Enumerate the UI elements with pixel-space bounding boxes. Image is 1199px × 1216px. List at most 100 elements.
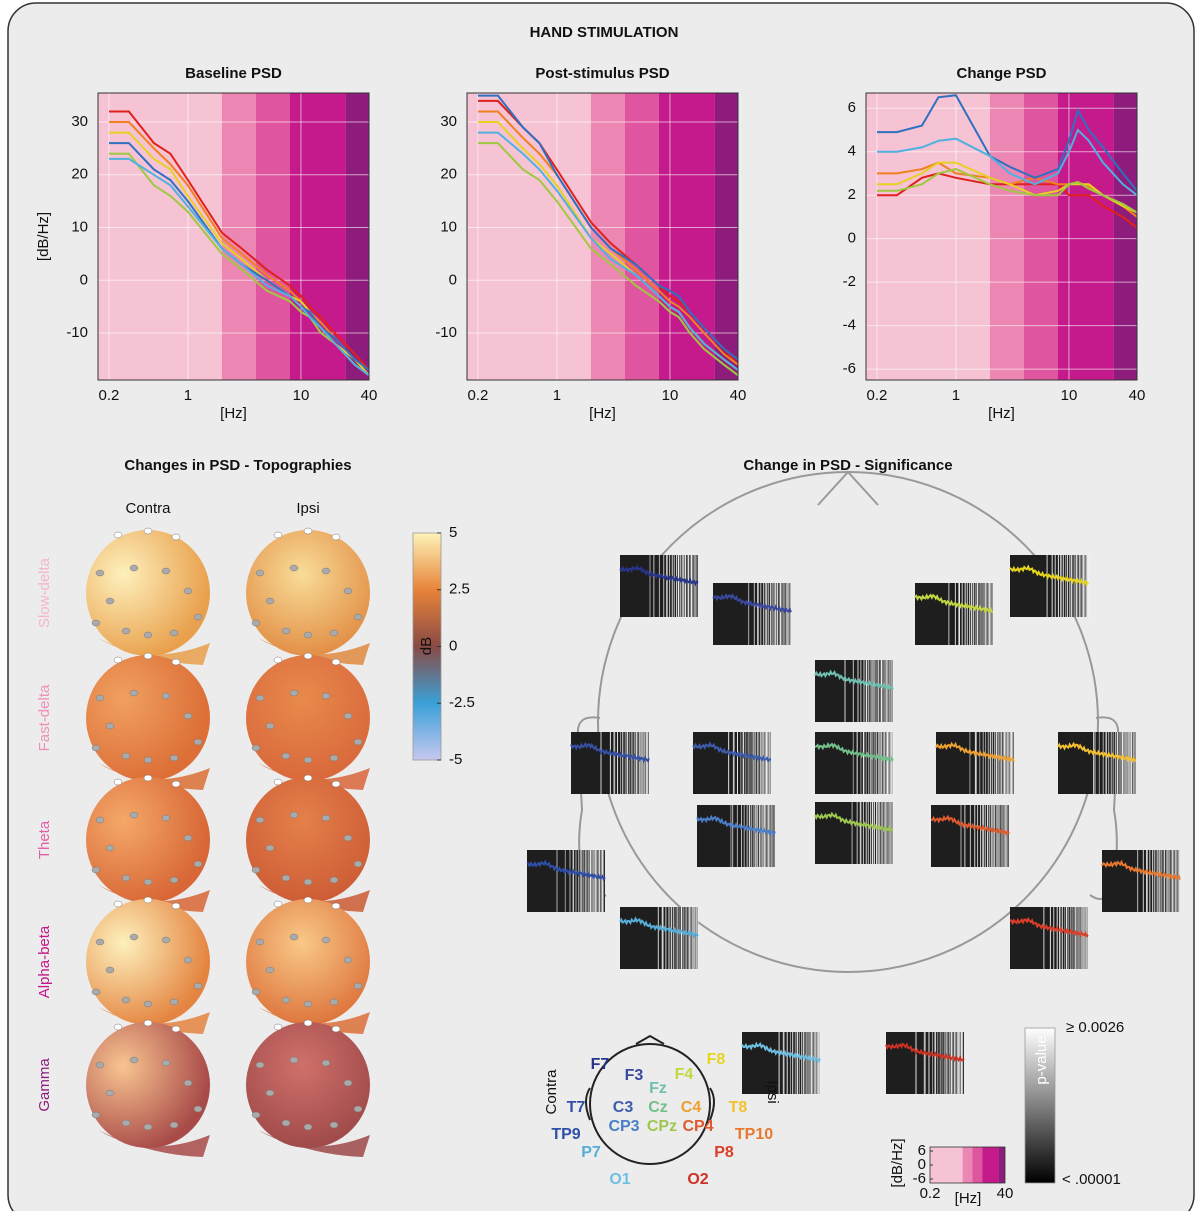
electrode bbox=[321, 814, 331, 822]
electrode bbox=[273, 778, 283, 786]
mini-trace bbox=[930, 814, 1010, 837]
x-tick-label: 0.2 bbox=[867, 387, 888, 404]
electrode bbox=[303, 878, 313, 886]
series-group bbox=[478, 94, 738, 377]
y-tick-label: -10 bbox=[435, 324, 457, 341]
neck bbox=[258, 1007, 370, 1034]
electrode bbox=[91, 1111, 101, 1119]
series-line bbox=[478, 142, 738, 377]
y-tick-label: 2 bbox=[848, 186, 856, 203]
neck bbox=[98, 638, 210, 665]
electrode bbox=[129, 689, 139, 697]
neck bbox=[98, 1130, 210, 1157]
electrode bbox=[331, 533, 341, 541]
series-line bbox=[109, 121, 369, 371]
colorbar-tick-label: 2.5 bbox=[449, 581, 470, 598]
x-axis-label: [Hz] bbox=[220, 405, 247, 422]
x-tick-label: 40 bbox=[730, 387, 747, 404]
electrode bbox=[105, 1089, 115, 1097]
legend-ear bbox=[585, 1087, 591, 1121]
electrode bbox=[193, 738, 203, 746]
electrode bbox=[161, 692, 171, 700]
chart-title: Post-stimulus PSD bbox=[535, 65, 669, 82]
channel-label: T8 bbox=[729, 1099, 748, 1116]
y-tick-label: 0 bbox=[848, 230, 856, 247]
legend-y-tick: 6 bbox=[918, 1142, 926, 1159]
electrode bbox=[129, 564, 139, 572]
mini-trace bbox=[814, 669, 894, 691]
plot-frame bbox=[97, 92, 370, 381]
electrode bbox=[143, 756, 153, 764]
y-tick-label: 20 bbox=[440, 166, 457, 183]
electrode bbox=[303, 1000, 313, 1008]
electrode bbox=[169, 1121, 179, 1129]
electrode bbox=[331, 1025, 341, 1033]
electrode bbox=[289, 1056, 299, 1064]
electrode bbox=[193, 860, 203, 868]
electrode bbox=[169, 998, 179, 1006]
x-tick-label: 0.2 bbox=[99, 387, 120, 404]
electrode bbox=[91, 988, 101, 996]
electrode bbox=[329, 1121, 339, 1129]
channel-label: T7 bbox=[567, 1099, 586, 1116]
row-label: Slow-delta bbox=[36, 557, 53, 628]
legend-y-tick: 0 bbox=[918, 1156, 926, 1173]
mini-trace bbox=[696, 814, 776, 837]
electrode bbox=[321, 567, 331, 575]
legend-band bbox=[962, 1147, 973, 1183]
electrode bbox=[143, 774, 153, 782]
band-shade bbox=[467, 93, 591, 380]
channel-label: CP4 bbox=[682, 1118, 713, 1135]
electrode bbox=[251, 1111, 261, 1119]
band-shade bbox=[1023, 93, 1059, 380]
electrode bbox=[265, 966, 275, 974]
y-tick-label: -10 bbox=[66, 324, 88, 341]
electrode bbox=[255, 569, 265, 577]
electrode bbox=[251, 988, 261, 996]
y-tick-label: -6 bbox=[843, 360, 856, 377]
electrode bbox=[353, 738, 363, 746]
electrode bbox=[121, 996, 131, 1004]
mini-trace bbox=[1101, 859, 1181, 880]
electrode bbox=[161, 1059, 171, 1067]
series-line bbox=[877, 168, 1137, 214]
y-tick-label: 20 bbox=[71, 166, 88, 183]
mini-trace bbox=[712, 593, 792, 614]
y-tick-label: 6 bbox=[848, 99, 856, 116]
electrode bbox=[331, 658, 341, 666]
electrode bbox=[255, 938, 265, 946]
electrode bbox=[303, 1123, 313, 1131]
electrode bbox=[353, 860, 363, 868]
column-label: Contra bbox=[125, 500, 171, 517]
electrode bbox=[113, 531, 123, 539]
channel-label: O1 bbox=[609, 1171, 630, 1188]
channel-label: O2 bbox=[687, 1171, 708, 1188]
electrode bbox=[353, 982, 363, 990]
electrode bbox=[329, 629, 339, 637]
electrode bbox=[105, 597, 115, 605]
x-tick-label: 40 bbox=[1129, 387, 1146, 404]
electrode bbox=[289, 689, 299, 697]
y-tick-label: 30 bbox=[440, 113, 457, 130]
electrode bbox=[303, 896, 313, 904]
electrode bbox=[343, 1079, 353, 1087]
electrode bbox=[105, 966, 115, 974]
electrode bbox=[105, 844, 115, 852]
colorbar-tick-label: -5 bbox=[449, 751, 462, 768]
chart-title: Baseline PSD bbox=[185, 65, 282, 82]
electrode bbox=[303, 527, 313, 535]
band-shade bbox=[590, 93, 625, 380]
electrode bbox=[113, 656, 123, 664]
electrode bbox=[343, 712, 353, 720]
electrode bbox=[161, 814, 171, 822]
band-shade bbox=[624, 93, 660, 380]
x-tick-label: 0.2 bbox=[468, 387, 489, 404]
side-label: Contra bbox=[543, 1069, 560, 1115]
electrode bbox=[255, 1061, 265, 1069]
neck bbox=[258, 763, 370, 790]
electrode bbox=[289, 933, 299, 941]
y-tick-label: 10 bbox=[440, 219, 457, 236]
head-topography bbox=[246, 530, 370, 656]
channel-label: Cz bbox=[648, 1099, 668, 1116]
y-tick-label: 10 bbox=[71, 219, 88, 236]
